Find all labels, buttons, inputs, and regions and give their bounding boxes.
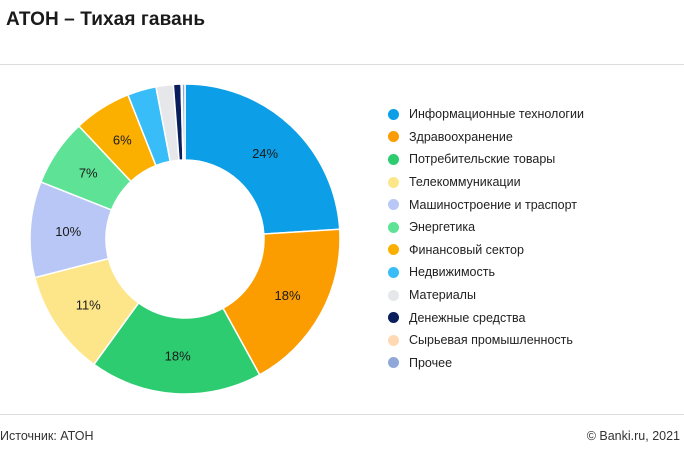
donut-slice <box>184 83 341 235</box>
legend-label: Машиностроение и траспорт <box>409 197 577 212</box>
slice-data-label: 18% <box>165 348 191 363</box>
legend-swatch <box>388 266 399 278</box>
copyright-note: © Banki.ru, 2021 <box>586 429 680 443</box>
legend-swatch <box>388 334 399 346</box>
legend-swatch <box>388 289 399 301</box>
legend-item: Денежные средства <box>388 306 584 329</box>
slice-data-label: 7% <box>79 166 98 181</box>
legend-label: Телекоммуникации <box>409 175 521 190</box>
slice-data-label: 18% <box>275 288 301 303</box>
legend-label: Прочее <box>409 355 453 370</box>
slice-data-label: 24% <box>252 146 278 161</box>
legend-label: Сырьевая промышленность <box>409 333 573 348</box>
donut-chart: 24% 18% 18% 11% 10% 7% 6% <box>29 83 341 395</box>
legend-label: Здравоохранение <box>409 129 513 144</box>
slice-data-label: 10% <box>55 224 81 239</box>
chart-title: АТОН – Тихая гавань <box>6 9 206 30</box>
slice-data-label: 11% <box>76 297 101 312</box>
legend-swatch <box>388 312 399 324</box>
legend-swatch <box>388 176 399 188</box>
legend-label: Материалы <box>409 288 476 303</box>
legend-item: Материалы <box>388 284 584 307</box>
legend-label: Информационные технологии <box>409 107 584 122</box>
legend-label: Финансовый сектор <box>409 242 524 257</box>
legend-item: Прочее <box>388 352 584 375</box>
slice-data-label: 6% <box>113 133 132 148</box>
legend-swatch <box>388 131 399 143</box>
legend-swatch <box>388 108 399 120</box>
donut-slice <box>181 83 186 161</box>
legend-item: Недвижимость <box>388 261 584 284</box>
legend-swatch <box>388 221 399 233</box>
legend-item: Сырьевая промышленность <box>388 329 584 352</box>
legend-swatch <box>388 199 399 211</box>
legend-item: Информационные технологии <box>388 103 584 126</box>
source-note: Источник: АТОН <box>0 429 94 443</box>
legend-swatch <box>388 357 399 369</box>
legend-label: Недвижимость <box>409 265 495 280</box>
legend-item: Энергетика <box>388 216 584 239</box>
legend-label: Энергетика <box>409 220 476 235</box>
top-divider <box>0 64 684 65</box>
legend-label: Потребительские товары <box>409 152 556 167</box>
legend-item: Здравоохранение <box>388 126 584 149</box>
legend-swatch <box>388 244 399 256</box>
legend-label: Денежные средства <box>409 310 526 325</box>
legend-item: Машиностроение и траспорт <box>388 193 584 216</box>
bottom-divider <box>0 414 684 415</box>
legend-item: Телекоммуникации <box>388 171 584 194</box>
legend-swatch <box>388 153 399 165</box>
legend-item: Потребительские товары <box>388 148 584 171</box>
chart-legend: Информационные технологии Здравоохранение… <box>388 103 584 374</box>
legend-item: Финансовый сектор <box>388 239 584 262</box>
